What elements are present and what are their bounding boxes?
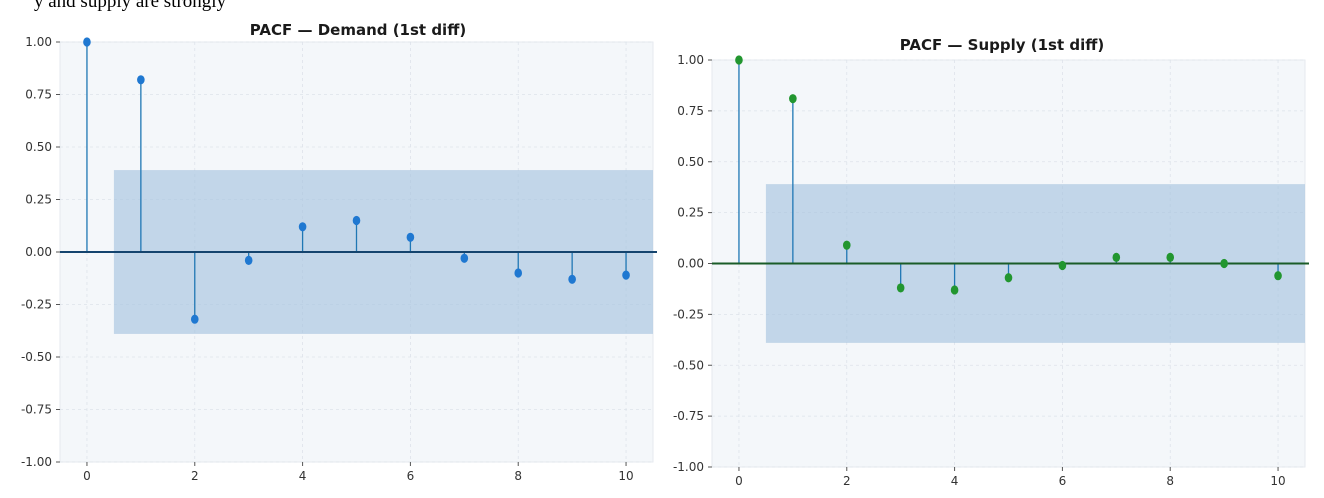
chart-title: PACF — Supply (1st diff) [900,36,1105,54]
chart-title: PACF — Demand (1st diff) [250,21,466,39]
y-tick-label: 1.00 [677,53,704,67]
y-tick-label: -0.25 [21,298,52,312]
x-tick-label: 10 [1270,474,1285,488]
stem-marker [83,37,91,47]
x-tick-label: 4 [951,474,959,488]
y-tick-label: -0.75 [673,409,704,423]
stem-marker [406,232,415,242]
y-tick-label: -0.25 [673,307,704,321]
stem-marker [298,222,307,232]
pacf-demand-chart: 1.00 0.75 0.50 0.25 0.00 -0.25 -0.50 -0.75 -1.00… [21,21,657,483]
x-tick-label: 0 [735,474,743,488]
x-tick-label: 8 [1166,474,1174,488]
y-tick-label: -0.50 [673,358,704,372]
y-tick-label: -1.00 [21,455,52,469]
stem-marker [1058,260,1067,271]
y-tick-label: 0.50 [25,140,52,154]
stem-marker [950,285,959,295]
y-tick-label: -1.00 [673,460,704,474]
y-tick-label: 0.25 [25,193,52,207]
stem-marker [460,253,469,263]
stem-marker [842,240,851,250]
stem-marker [622,270,630,280]
y-tick-label: 1.00 [25,35,52,49]
x-tick-label: 10 [618,469,633,483]
stem-marker [735,55,743,65]
stem-marker [1274,271,1282,281]
stem-marker [244,255,253,265]
y-tick-label: -0.75 [21,403,52,417]
pacf-supply-chart: 1.00 0.75 0.50 0.25 0.00 -0.25 -0.50 -0.75 -1.00… [673,36,1309,488]
x-tick-label: 6 [407,469,415,483]
x-tick-label: 2 [843,474,851,488]
stem-marker [789,94,797,104]
stem-marker [190,314,199,324]
stem-marker [1166,252,1175,262]
y-tick-label: 0.00 [25,245,52,259]
y-tick-label: 0.50 [677,155,704,169]
x-tick-label: 6 [1059,474,1067,488]
stem-marker [1004,273,1013,283]
stem-marker [896,283,905,293]
stem-marker [137,75,145,85]
y-tick-label: -0.50 [21,350,52,364]
clipped-caption-text: y and supply are strongly [34,0,227,12]
y-tick-label: 0.75 [25,88,52,102]
x-tick-label: 4 [299,469,307,483]
y-tick-label: 0.25 [677,206,704,220]
stem-marker [568,274,576,284]
y-tick-label: 0.75 [677,104,704,118]
stem-marker [514,268,523,278]
x-tick-label: 0 [83,469,91,483]
stem-marker [1220,258,1228,269]
stem-marker [1112,252,1121,262]
y-tick-label: 0.00 [677,257,704,271]
x-tick-label: 2 [191,469,199,483]
x-tick-label: 8 [514,469,522,483]
stem-marker [352,215,361,226]
